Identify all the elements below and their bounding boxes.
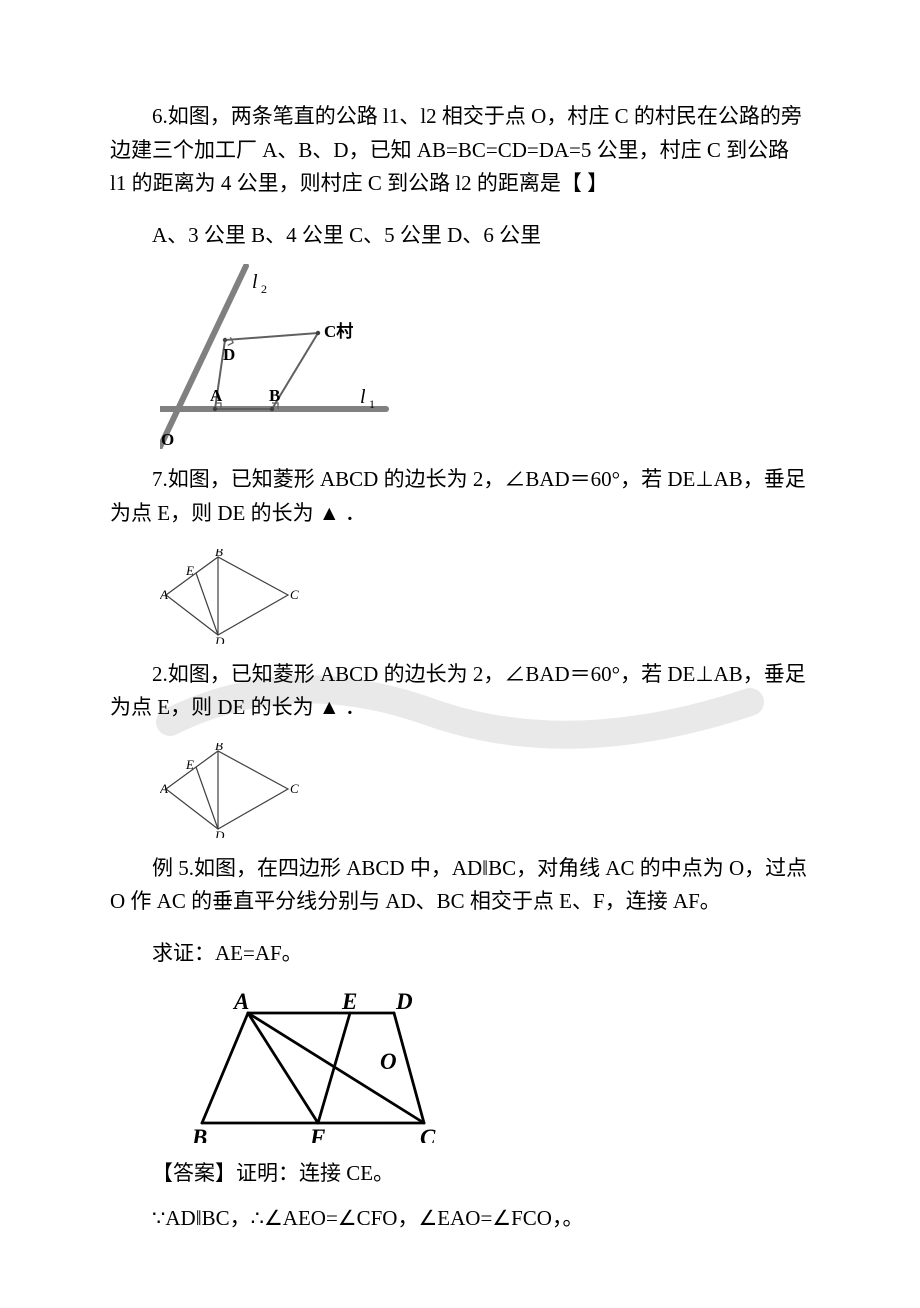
svg-text:F: F: [309, 1125, 325, 1143]
q2-text: 2.如图，已知菱形 ABCD 的边长为 2，∠BAD＝60°，若 DE⊥AB，垂…: [110, 658, 810, 725]
q7-text: 7.如图，已知菱形 ABCD 的边长为 2，∠BAD＝60°，若 DE⊥AB，垂…: [110, 463, 810, 530]
svg-text:E: E: [185, 563, 194, 578]
svg-text:l: l: [252, 271, 258, 293]
svg-text:O: O: [161, 430, 174, 449]
q6-figure: OABC村Dl1l2: [160, 264, 810, 449]
svg-text:O: O: [380, 1049, 397, 1074]
svg-text:2: 2: [261, 282, 267, 296]
svg-text:B: B: [191, 1125, 207, 1143]
svg-text:A: A: [232, 989, 249, 1014]
svg-text:D: D: [223, 345, 235, 364]
svg-text:C村: C村: [324, 321, 353, 341]
svg-text:C: C: [420, 1125, 436, 1143]
svg-text:1: 1: [369, 397, 375, 411]
svg-text:A: A: [210, 386, 223, 405]
svg-text:C: C: [290, 781, 299, 796]
svg-text:A: A: [160, 587, 168, 602]
q6-options: A、3 公里 B、4 公里 C、5 公里 D、6 公里: [110, 219, 810, 253]
ex5-figure: A E D B F C O: [190, 983, 810, 1143]
page-root: 6.如图，两条笔直的公路 l1、l2 相交于点 O，村庄 C 的村民在公路的旁边…: [0, 0, 920, 1308]
svg-text:D: D: [214, 828, 225, 838]
svg-text:B: B: [269, 386, 280, 405]
q7-figure: A B C D E: [160, 549, 810, 644]
svg-text:A: A: [160, 781, 168, 796]
q6-text: 6.如图，两条笔直的公路 l1、l2 相交于点 O，村庄 C 的村民在公路的旁边…: [110, 100, 810, 201]
svg-text:E: E: [341, 989, 357, 1014]
svg-text:l: l: [360, 386, 366, 408]
svg-text:D: D: [395, 989, 413, 1014]
ex5-prove: 求证：AE=AF。: [110, 937, 810, 971]
ex5-answer-label: 【答案】证明：连接 CE。: [110, 1157, 810, 1191]
svg-text:B: B: [215, 549, 223, 559]
svg-text:C: C: [290, 587, 299, 602]
ex5-step: ∵AD‖BC，∴∠AEO=∠CFO，∠EAO=∠FCO，。: [110, 1202, 810, 1236]
svg-text:D: D: [214, 634, 225, 644]
ex5-text: 例 5.如图，在四边形 ABCD 中，AD‖BC，对角线 AC 的中点为 O，过…: [110, 852, 810, 919]
